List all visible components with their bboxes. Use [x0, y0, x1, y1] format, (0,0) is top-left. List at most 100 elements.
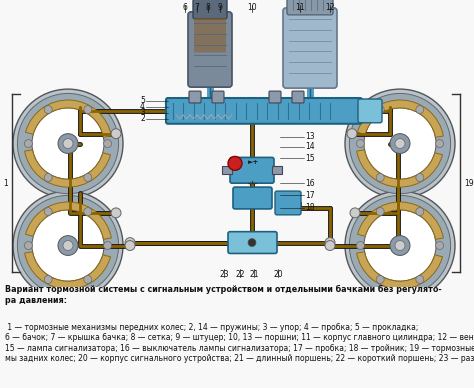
Circle shape — [18, 196, 118, 296]
Circle shape — [325, 237, 335, 248]
Circle shape — [395, 241, 405, 251]
Wedge shape — [25, 252, 110, 289]
Circle shape — [13, 89, 123, 198]
Text: 6: 6 — [182, 3, 187, 12]
Circle shape — [58, 133, 78, 154]
FancyBboxPatch shape — [283, 8, 337, 88]
Circle shape — [32, 210, 104, 281]
FancyBboxPatch shape — [228, 232, 277, 253]
Circle shape — [248, 239, 256, 246]
FancyBboxPatch shape — [189, 91, 201, 103]
Text: 13: 13 — [305, 132, 315, 141]
Text: 4: 4 — [140, 102, 145, 111]
Text: 12: 12 — [325, 3, 335, 12]
Text: 16: 16 — [305, 178, 315, 188]
Circle shape — [63, 241, 73, 251]
Text: Вариант тормозной системы с сигнальным устройством и отдельными бачками без регу: Вариант тормозной системы с сигнальным у… — [5, 285, 441, 305]
Text: 10: 10 — [247, 3, 257, 12]
Text: 15: 15 — [305, 154, 315, 163]
Wedge shape — [357, 202, 443, 239]
Wedge shape — [26, 100, 111, 137]
Circle shape — [390, 236, 410, 255]
Circle shape — [84, 173, 92, 182]
Circle shape — [228, 156, 242, 170]
Circle shape — [58, 236, 78, 255]
Circle shape — [111, 208, 121, 218]
Circle shape — [84, 208, 92, 216]
Circle shape — [125, 241, 135, 251]
Circle shape — [13, 191, 123, 300]
Circle shape — [395, 139, 405, 149]
Circle shape — [44, 173, 52, 182]
Circle shape — [390, 133, 410, 154]
FancyBboxPatch shape — [292, 91, 304, 103]
FancyBboxPatch shape — [275, 191, 301, 215]
FancyBboxPatch shape — [188, 12, 232, 87]
FancyBboxPatch shape — [193, 0, 227, 19]
Text: 21: 21 — [249, 270, 259, 279]
Circle shape — [376, 173, 384, 182]
Text: 2: 2 — [140, 114, 145, 123]
Circle shape — [63, 139, 73, 149]
Circle shape — [356, 140, 365, 147]
Circle shape — [356, 242, 365, 249]
Circle shape — [32, 108, 104, 179]
Circle shape — [364, 108, 436, 179]
Circle shape — [18, 94, 118, 194]
Text: 18: 18 — [305, 203, 315, 212]
Circle shape — [84, 106, 92, 114]
FancyBboxPatch shape — [212, 91, 224, 103]
FancyBboxPatch shape — [269, 91, 281, 103]
Text: 7: 7 — [194, 3, 200, 12]
Bar — [272, 166, 282, 174]
Circle shape — [350, 208, 360, 218]
Text: 11: 11 — [295, 3, 305, 12]
Circle shape — [111, 129, 121, 139]
Circle shape — [24, 242, 32, 249]
Circle shape — [44, 208, 52, 216]
Circle shape — [349, 196, 451, 296]
FancyBboxPatch shape — [166, 98, 362, 124]
Circle shape — [416, 173, 424, 182]
Circle shape — [416, 208, 424, 216]
Wedge shape — [356, 252, 443, 289]
Text: 19: 19 — [464, 178, 474, 188]
Circle shape — [416, 106, 424, 114]
Circle shape — [347, 129, 357, 139]
Circle shape — [436, 242, 444, 249]
Text: 17: 17 — [305, 191, 315, 199]
Text: 14: 14 — [305, 142, 315, 151]
Circle shape — [44, 106, 52, 114]
Circle shape — [376, 208, 384, 216]
Circle shape — [416, 275, 424, 284]
Circle shape — [345, 191, 455, 300]
Text: ►+: ►+ — [248, 159, 259, 165]
Wedge shape — [25, 150, 110, 187]
FancyBboxPatch shape — [233, 187, 272, 209]
Circle shape — [436, 140, 444, 147]
FancyBboxPatch shape — [358, 99, 382, 123]
Circle shape — [44, 275, 52, 284]
Circle shape — [325, 241, 335, 251]
Text: 20: 20 — [273, 270, 283, 279]
Circle shape — [349, 94, 451, 194]
Text: 8: 8 — [206, 3, 210, 12]
FancyBboxPatch shape — [194, 18, 226, 52]
Text: 1: 1 — [3, 178, 8, 188]
Circle shape — [104, 242, 111, 249]
Text: 9: 9 — [218, 3, 222, 12]
Text: 1 — тормозные механизмы передних колес; 2, 14 — пружины; 3 — упор; 4 — пробка; 5: 1 — тормозные механизмы передних колес; … — [5, 323, 474, 363]
Circle shape — [376, 275, 384, 284]
Wedge shape — [357, 100, 443, 137]
Circle shape — [364, 210, 436, 281]
Circle shape — [345, 89, 455, 198]
FancyBboxPatch shape — [230, 158, 274, 183]
Wedge shape — [356, 150, 443, 187]
FancyBboxPatch shape — [287, 0, 333, 15]
Text: 22: 22 — [235, 270, 245, 279]
Circle shape — [24, 140, 32, 147]
Bar — [222, 166, 232, 174]
Text: 3: 3 — [140, 108, 145, 117]
Text: 23: 23 — [219, 270, 229, 279]
Text: 5: 5 — [140, 97, 145, 106]
